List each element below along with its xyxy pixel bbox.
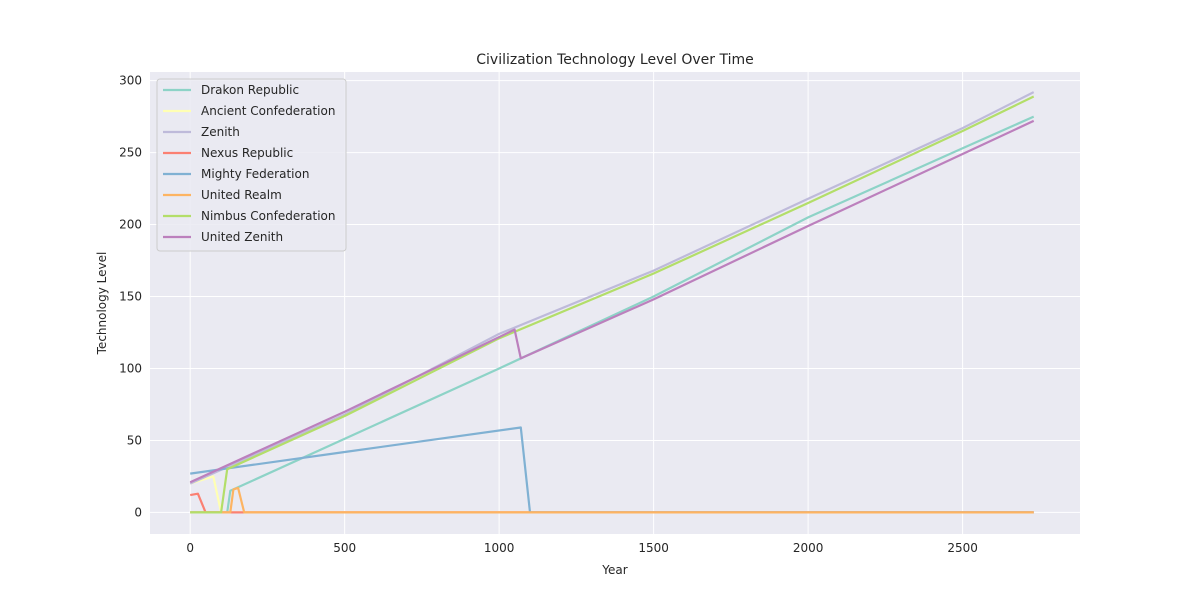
series-line <box>189 91 1035 485</box>
legend: Drakon Republic Ancient Confederation Zeni… <box>156 78 347 252</box>
x-axis-label: Year <box>601 563 627 577</box>
x-tick-label: 1000 <box>484 541 515 555</box>
y-tick-label: 300 <box>119 74 142 88</box>
x-axis-ticks: 0 500 1000 1500 2000 2500 <box>186 541 978 555</box>
y-tick-label: 250 <box>119 146 142 160</box>
legend-entry: Mighty Federation <box>201 167 309 181</box>
y-tick-label: 150 <box>119 290 142 304</box>
y-axis-label: Technology Level <box>95 252 109 356</box>
series-lines <box>189 91 1035 514</box>
legend-entry: Drakon Republic <box>201 83 299 97</box>
y-tick-label: 50 <box>127 433 142 447</box>
legend-entry: Nexus Republic <box>201 146 293 160</box>
y-tick-label: 0 <box>134 505 142 519</box>
legend-entry: Zenith <box>201 125 240 139</box>
x-tick-label: 0 <box>186 541 194 555</box>
y-tick-label: 200 <box>119 218 142 232</box>
legend-entry: Ancient Confederation <box>201 104 335 118</box>
x-tick-label: 2500 <box>947 541 978 555</box>
series-line <box>190 486 1034 514</box>
x-tick-label: 500 <box>333 541 356 555</box>
series-line <box>189 119 1035 484</box>
legend-entry: Nimbus Confederation <box>201 209 336 223</box>
legend-entry: United Zenith <box>201 230 283 244</box>
legend-frame <box>156 78 347 252</box>
series-line <box>190 115 1035 514</box>
chart-title: Civilization Technology Level Over Time <box>476 52 753 68</box>
x-tick-label: 2000 <box>793 541 824 555</box>
x-tick-label: 1500 <box>638 541 669 555</box>
y-tick-label: 100 <box>119 361 142 375</box>
y-axis-ticks: 0 50 100 150 200 250 300 <box>119 74 142 520</box>
legend-entry: United Realm <box>201 188 282 202</box>
